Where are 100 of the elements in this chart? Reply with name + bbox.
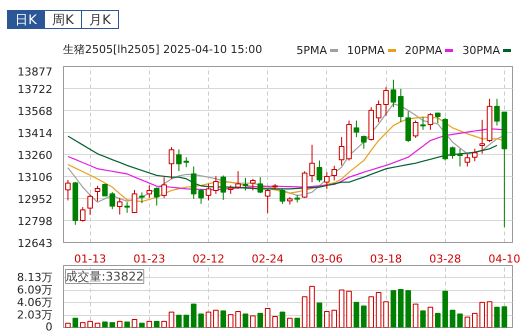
bar bbox=[428, 306, 434, 328]
bar bbox=[287, 318, 293, 328]
y-tick-label: 8.13万 bbox=[17, 271, 53, 284]
candlestick bbox=[331, 165, 338, 181]
candlestick bbox=[116, 197, 123, 216]
bar bbox=[316, 302, 322, 328]
bar bbox=[272, 316, 278, 328]
bar bbox=[190, 304, 196, 328]
y-tick-label: 2.03万 bbox=[17, 308, 53, 322]
y-tick-label: 13106 bbox=[18, 170, 53, 184]
legend-label: 10PMA bbox=[347, 44, 385, 57]
bar bbox=[102, 321, 108, 328]
candlestick bbox=[316, 160, 322, 183]
bar bbox=[405, 290, 411, 328]
bar bbox=[220, 310, 226, 328]
bar bbox=[242, 313, 248, 328]
x-tick-label: 02-24 bbox=[252, 252, 284, 266]
candlestick bbox=[65, 179, 71, 201]
bar bbox=[116, 320, 123, 328]
candlestick bbox=[190, 166, 196, 200]
y-tick-label: 12798 bbox=[18, 214, 53, 228]
bar bbox=[442, 290, 448, 328]
legend-label: 30PMA bbox=[462, 44, 500, 57]
bar bbox=[176, 314, 182, 328]
bar bbox=[280, 312, 286, 328]
y-tick-label: 13877 bbox=[18, 66, 53, 78]
candlestick bbox=[110, 192, 116, 210]
candlestick bbox=[168, 146, 174, 180]
bar bbox=[250, 315, 256, 328]
candlestick bbox=[146, 184, 152, 198]
candlestick bbox=[264, 188, 270, 214]
y-tick-label: 6.09万 bbox=[17, 284, 53, 297]
bar bbox=[412, 304, 418, 328]
bar bbox=[264, 308, 270, 328]
bar bbox=[398, 288, 404, 328]
bar bbox=[294, 318, 300, 328]
candlestick bbox=[405, 110, 411, 143]
bar bbox=[472, 312, 478, 328]
text: 日K bbox=[7, 10, 45, 29]
y-tick-label: 13260 bbox=[18, 149, 53, 162]
candlestick bbox=[420, 116, 426, 130]
candlestick bbox=[154, 186, 160, 206]
candlestick bbox=[161, 176, 167, 198]
y-tick-label: 4.06万 bbox=[17, 296, 53, 310]
bar bbox=[80, 322, 86, 328]
bar bbox=[124, 321, 130, 328]
candlestick bbox=[434, 112, 441, 124]
bar bbox=[324, 311, 330, 328]
x-tick-label: 03-18 bbox=[370, 252, 402, 266]
bar bbox=[479, 302, 485, 328]
bar bbox=[72, 318, 78, 328]
bar bbox=[132, 319, 138, 328]
y-tick-label: 13722 bbox=[18, 83, 53, 96]
bar bbox=[361, 306, 367, 328]
bar bbox=[420, 310, 426, 328]
candlestick bbox=[376, 100, 382, 123]
candlestick bbox=[390, 79, 396, 108]
y-tick-label: 12643 bbox=[18, 237, 53, 250]
candlestick bbox=[464, 153, 470, 167]
candlestick bbox=[479, 119, 485, 154]
bar bbox=[235, 311, 241, 328]
candlestick bbox=[132, 189, 138, 214]
candlestick bbox=[383, 86, 389, 116]
bar bbox=[390, 290, 396, 328]
candlestick bbox=[412, 120, 418, 138]
text: 月K bbox=[81, 10, 119, 29]
x-tick-label: 01-23 bbox=[133, 252, 166, 266]
candlestick bbox=[242, 177, 248, 191]
x-tick-label: 03-06 bbox=[310, 252, 343, 266]
x-tick-label: 03-28 bbox=[429, 252, 462, 266]
legend-label: 20PMA bbox=[404, 44, 442, 57]
chart-title: 成交量:33822 bbox=[66, 270, 144, 284]
bar bbox=[154, 320, 160, 328]
candlestick bbox=[361, 135, 367, 150]
bar bbox=[139, 322, 145, 328]
bar bbox=[434, 312, 441, 328]
y-tick-label: 13568 bbox=[18, 105, 53, 118]
candlestick bbox=[280, 188, 286, 204]
candlestick bbox=[176, 149, 182, 172]
bar bbox=[184, 314, 190, 328]
bar bbox=[228, 314, 234, 328]
bar bbox=[368, 296, 374, 328]
candlestick bbox=[428, 112, 434, 130]
bar bbox=[65, 322, 71, 328]
candlestick bbox=[102, 183, 108, 196]
candlestick bbox=[235, 170, 241, 190]
bar bbox=[354, 302, 360, 328]
y-tick-label: 0 bbox=[46, 320, 52, 332]
candlestick bbox=[124, 202, 130, 214]
legend-label: 5PMA bbox=[296, 44, 328, 57]
bar bbox=[331, 310, 338, 328]
candlestick bbox=[139, 192, 145, 204]
candlestick bbox=[472, 148, 478, 162]
chart-title: 生猪2505[lh2505] 2025-04-10 15:00 bbox=[63, 42, 262, 58]
bar bbox=[110, 322, 116, 328]
candlestick bbox=[184, 156, 190, 168]
bar bbox=[146, 320, 152, 328]
candlestick bbox=[80, 206, 86, 222]
candlestick bbox=[354, 120, 360, 138]
x-tick-label: 02-12 bbox=[192, 252, 224, 266]
